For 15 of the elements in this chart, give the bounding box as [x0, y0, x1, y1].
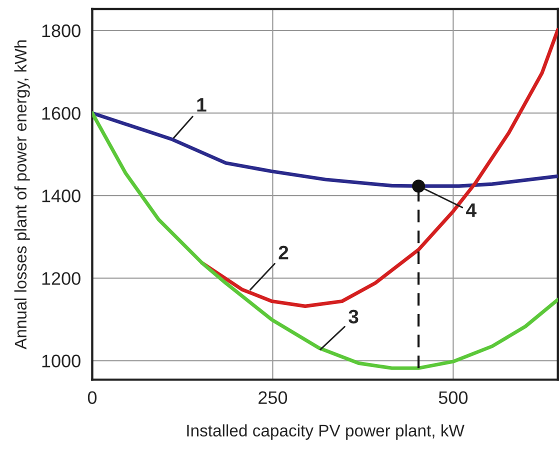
y-tick-label: 1000 [42, 354, 80, 368]
y-tick-label: 1800 [42, 24, 80, 38]
annotation: 2 [278, 246, 288, 260]
y-tick-label: 1400 [42, 190, 80, 202]
y-axis-title: Annual losses plant of power energy, kWh [14, 40, 30, 350]
annotation: 3 [348, 310, 358, 324]
y-tick-label: 1600 [42, 106, 80, 120]
x-tick-label: 250 [258, 391, 288, 404]
x-axis-title: Installed capacity PV power plant, kW [187, 424, 464, 440]
x-tick-label: 500 [438, 391, 468, 404]
y-tick-label: 1200 [42, 272, 80, 285]
annotation: 4 [466, 203, 476, 217]
line-series [92, 111, 558, 370]
annotation: 1 [197, 98, 206, 112]
x-tick-label: 0 [88, 391, 97, 404]
